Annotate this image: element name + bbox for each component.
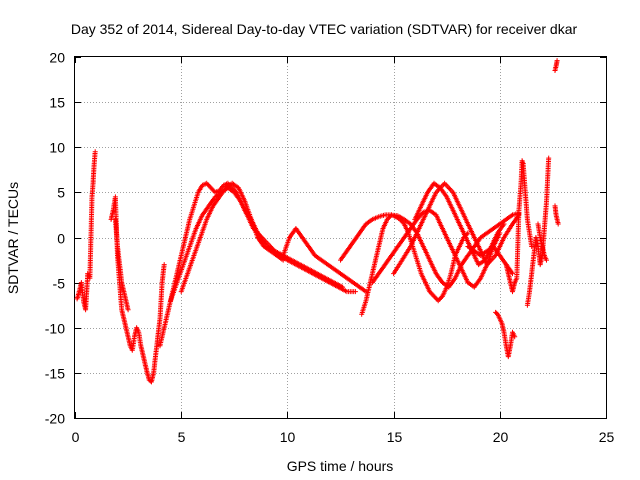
- data-marks: [74, 58, 561, 385]
- data-point: [280, 257, 286, 263]
- data-point: [437, 295, 443, 301]
- y-tick-label: -10: [45, 321, 65, 337]
- series-arc-9: [369, 207, 503, 290]
- x-tick-label: 20: [493, 429, 509, 445]
- x-tick-label: 15: [387, 429, 403, 445]
- y-tick-label: 5: [57, 185, 65, 201]
- data-point: [429, 291, 435, 297]
- y-tick-label: 20: [49, 50, 65, 66]
- series-arc-18: [552, 203, 561, 227]
- y-tick-label: -15: [45, 366, 65, 382]
- y-axis-label: SDTVAR / TECUs: [5, 182, 21, 294]
- x-tick-label: 25: [599, 429, 615, 445]
- data-point: [92, 149, 98, 155]
- data-point: [555, 221, 561, 227]
- data-point: [125, 307, 131, 313]
- series-arc-15: [503, 158, 535, 295]
- data-point: [546, 155, 552, 161]
- data-point: [208, 185, 214, 191]
- plot-frame: [74, 56, 607, 419]
- x-tick-label: 5: [178, 429, 186, 445]
- series-arc-1: [74, 149, 98, 313]
- tick-labels: 0 5 10 15 20 25 20 15 10 5 0 -5 -10 -15 -20: [45, 50, 615, 446]
- series-arc-14: [493, 309, 518, 360]
- y-tick-label: 15: [49, 95, 65, 111]
- data-point: [384, 216, 390, 222]
- data-point: [529, 244, 535, 249]
- data-point: [501, 221, 507, 227]
- data-point: [544, 257, 549, 263]
- series-arc-12: [412, 180, 507, 268]
- y-tick-label: -20: [45, 411, 65, 427]
- y-tick-label: 10: [49, 140, 65, 156]
- x-tick-label: 10: [280, 429, 296, 445]
- y-tick-label: -5: [53, 276, 66, 292]
- data-point: [465, 230, 471, 236]
- data-point: [510, 271, 515, 277]
- data-point: [352, 289, 358, 295]
- grid: [75, 57, 606, 418]
- y-tick-label: 0: [57, 231, 65, 247]
- series-arc-6: [178, 180, 286, 295]
- data-point: [512, 334, 518, 340]
- data-point: [438, 294, 444, 300]
- series-arc-19: [552, 58, 560, 73]
- series-arc-7: [280, 226, 369, 295]
- x-axis-label: GPS time / hours: [287, 458, 394, 474]
- series-arc-3: [112, 216, 131, 313]
- data-point: [161, 262, 167, 268]
- data-point: [554, 58, 560, 64]
- ticks: [75, 57, 607, 419]
- series-arc-11: [338, 210, 522, 290]
- series-arc-17: [535, 221, 549, 263]
- series-arc-13: [465, 244, 515, 277]
- series-arc-16: [524, 155, 552, 308]
- chart-title: Day 352 of 2014, Sidereal Day-to-day VTE…: [71, 21, 578, 37]
- x-tick-label: 0: [72, 429, 80, 445]
